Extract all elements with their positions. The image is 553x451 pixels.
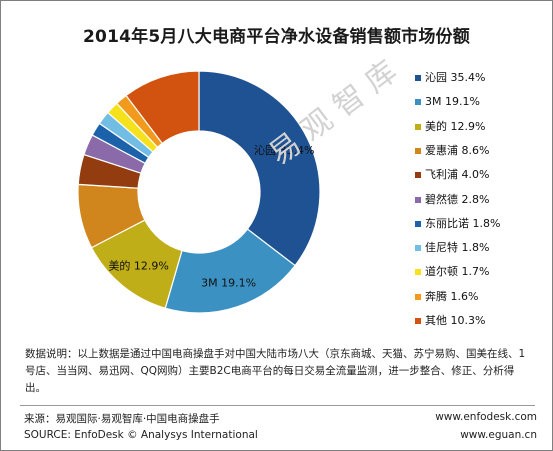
website-eguan[interactable]: www.eguan.cn xyxy=(460,429,537,441)
legend-swatch xyxy=(415,123,421,130)
legend-label: 飞利浦 4.0% xyxy=(425,168,490,182)
legend-swatch xyxy=(415,172,421,179)
legend-label: 佳尼特 1.8% xyxy=(425,241,490,255)
legend-label: 美的 12.9% xyxy=(425,119,486,133)
slice-label-2: 3M 19.1% xyxy=(201,276,256,289)
legend-label: 3M 19.1% xyxy=(425,95,480,109)
legend-label: 其他 10.3% xyxy=(425,314,486,327)
legend-swatch xyxy=(415,318,421,324)
legend-label: 沁园 35.4% xyxy=(425,71,486,84)
slice-11 xyxy=(125,70,200,145)
legend-label: 爱惠浦 8.6% xyxy=(425,143,490,157)
legend-label: 奔腾 1.6% xyxy=(425,289,479,303)
legend-swatch xyxy=(415,293,421,300)
legend-label: 道尔顿 1.7% xyxy=(425,265,490,279)
legend-swatch xyxy=(415,99,421,106)
source-en: SOURCE: EnfoDesk © Analysys Internationa… xyxy=(24,429,258,441)
slice-1 xyxy=(198,70,321,267)
footer-divider xyxy=(20,405,535,406)
slice-label-1: 沁园 35.4% xyxy=(254,144,314,157)
slice-label-3: 美的 12.9% xyxy=(108,258,168,272)
legend-swatch xyxy=(415,147,421,154)
legend-label: 碧然德 2.8% xyxy=(425,192,490,206)
legend-label: 东丽比诺 1.8% xyxy=(425,216,501,230)
legend-swatch xyxy=(415,245,421,252)
website-enfodesk[interactable]: www.enfodesk.com xyxy=(435,411,537,423)
legend-swatch xyxy=(415,269,421,276)
source-cn: 来源：易观国际·易观智库·中国电商操盘手 xyxy=(24,413,220,425)
data-note: 数据说明：以上数据是通过中国电商操盘手对中国大陆市场八大（京东商城、天猫、苏宁易… xyxy=(25,348,526,394)
legend-swatch xyxy=(415,196,421,203)
chart-title: 2014年5月八大电商平台净水设备销售额市场份额 xyxy=(83,27,470,47)
legend-swatch xyxy=(415,75,421,81)
legend-swatch xyxy=(415,220,421,227)
